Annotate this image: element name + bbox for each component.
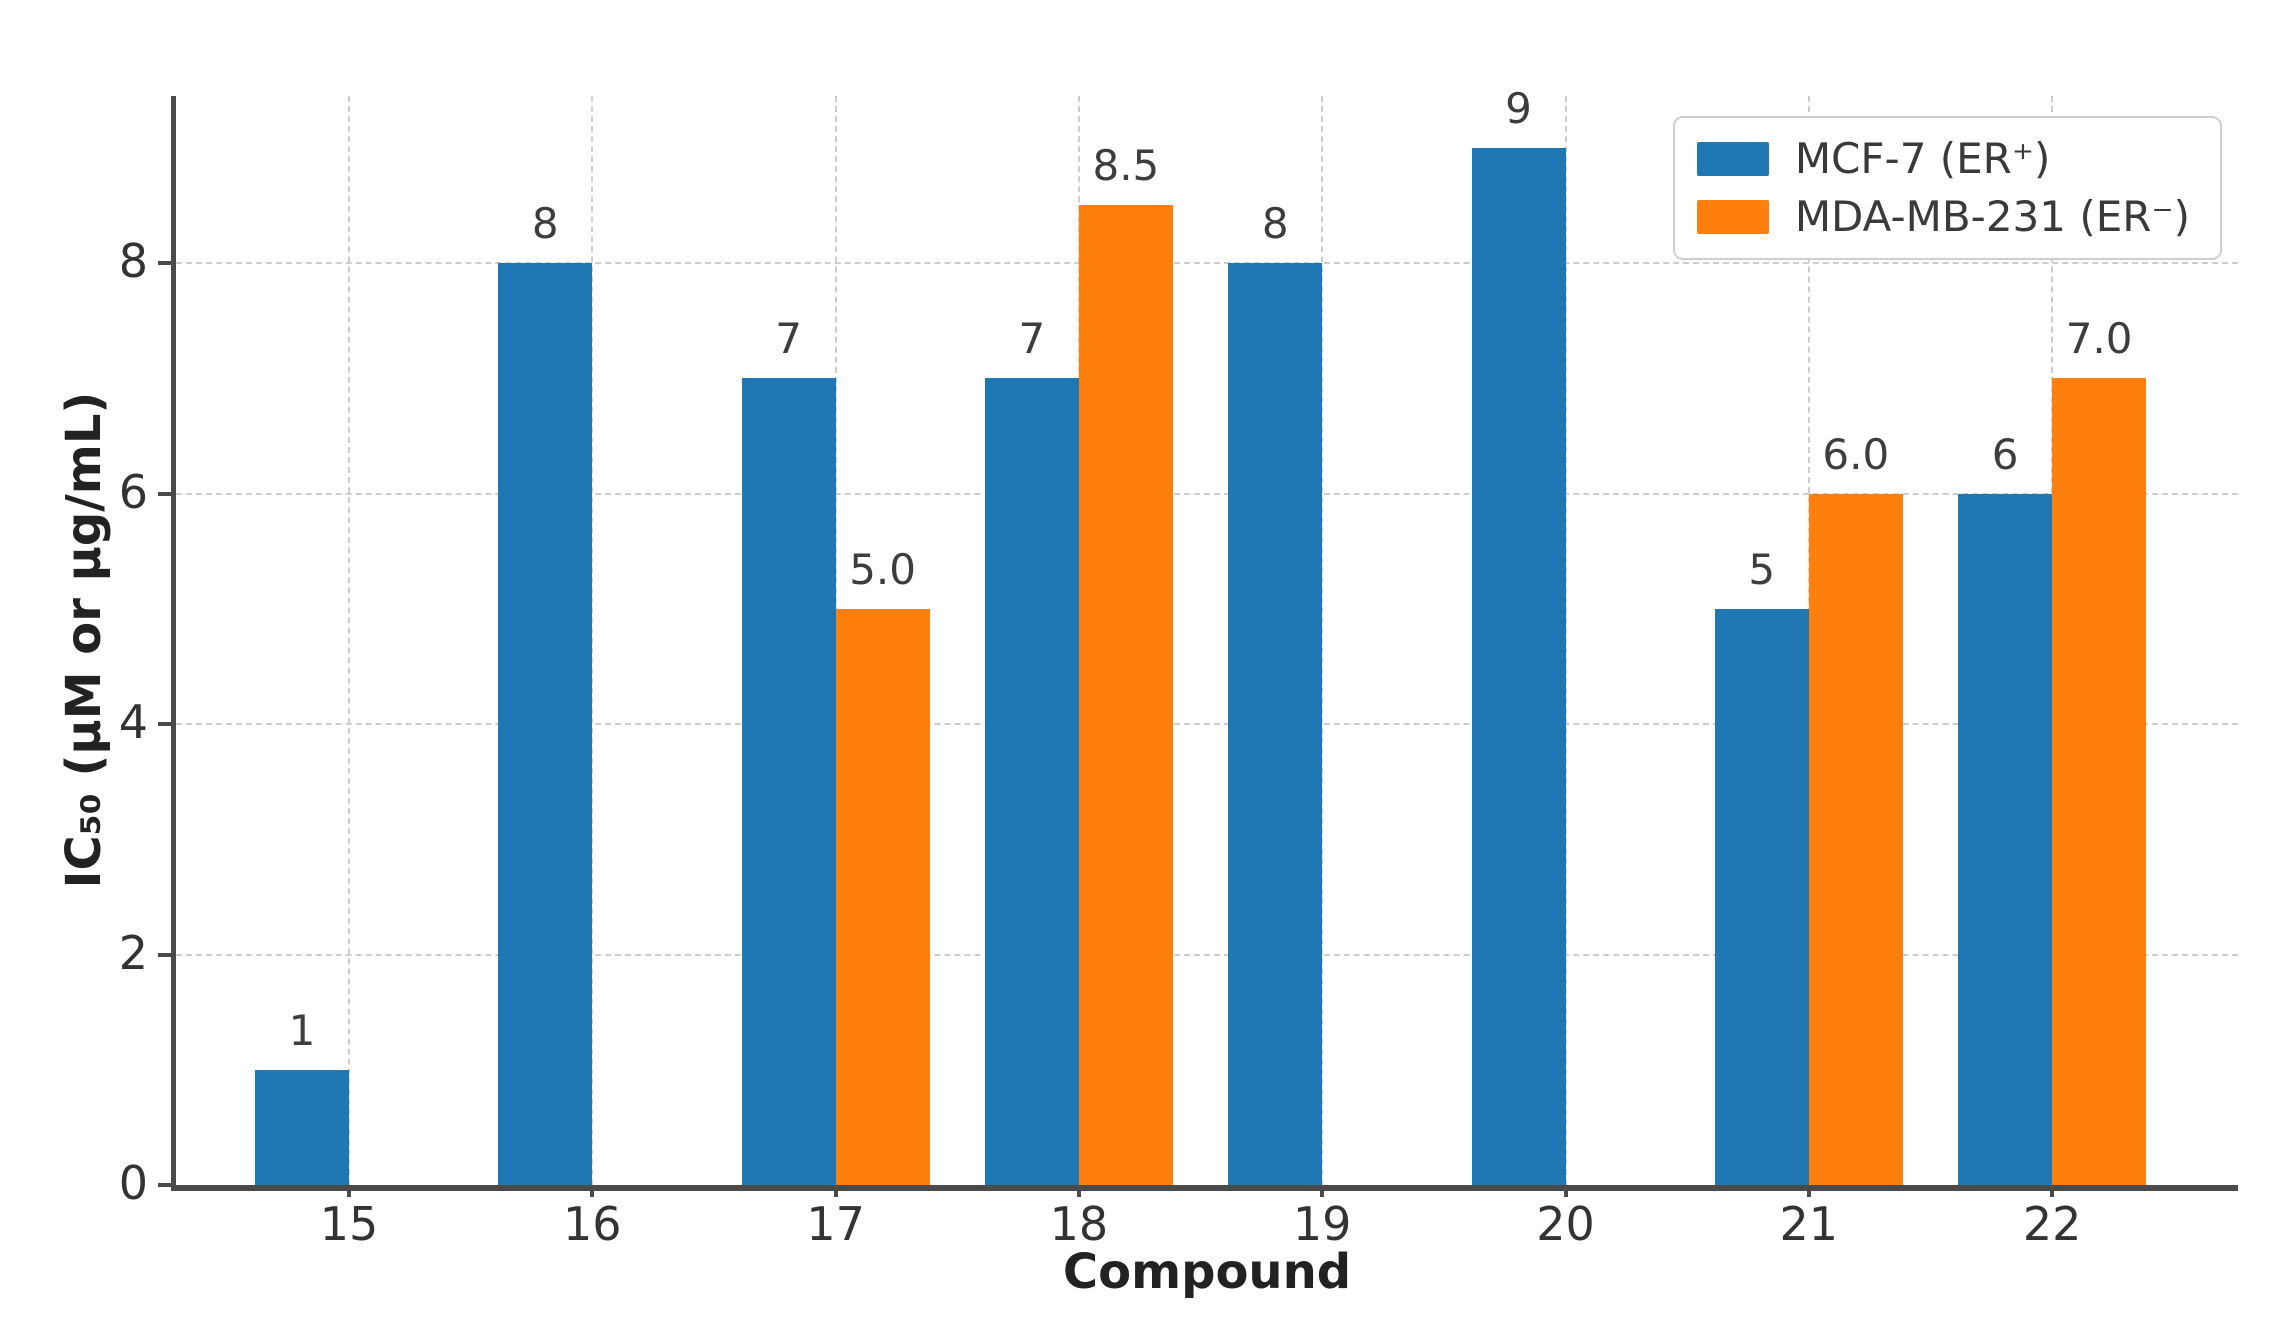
x-axis-tick-label: 20 bbox=[1536, 1197, 1595, 1251]
x-axis-tick-label: 15 bbox=[319, 1197, 379, 1251]
bar-value-label: 8 bbox=[531, 199, 559, 249]
bar-mcf7 bbox=[1714, 608, 1809, 1185]
y-axis-tick-label: 6 bbox=[118, 464, 148, 519]
bar-value-label: 9 bbox=[1505, 83, 1532, 133]
bar-mcf7 bbox=[1958, 493, 2053, 1185]
bar-value-label: 7 bbox=[1018, 314, 1046, 364]
legend-row-mdamb231: MDA-MB-231 (ER⁻) bbox=[1696, 192, 2190, 242]
horizontal-gridline bbox=[176, 723, 2238, 726]
bar-value-label: 7.0 bbox=[2065, 314, 2133, 364]
bar-mdamb231 bbox=[1078, 205, 1173, 1185]
bar-mcf7 bbox=[741, 378, 836, 1185]
y-axis-tick-label: 8 bbox=[118, 234, 148, 289]
legend: MCF-7 (ER⁺) MDA-MB-231 (ER⁻) bbox=[1672, 116, 2222, 261]
x-axis-tick-label: 16 bbox=[563, 1197, 622, 1251]
bar-value-label: 7 bbox=[775, 314, 802, 364]
y-axis-tick bbox=[158, 1183, 174, 1187]
y-axis-tick bbox=[158, 491, 174, 496]
x-axis-tick-label: 18 bbox=[1049, 1197, 1109, 1251]
y-axis-tick-label: 4 bbox=[118, 695, 148, 750]
x-axis-tick bbox=[347, 1185, 351, 1197]
x-axis-tick bbox=[590, 1185, 595, 1197]
x-axis-tick bbox=[2050, 1185, 2055, 1197]
x-axis-tick bbox=[833, 1185, 838, 1197]
horizontal-gridline bbox=[176, 262, 2238, 265]
legend-row-mcf7: MCF-7 (ER⁺) bbox=[1696, 134, 2190, 183]
bar-mdamb231 bbox=[2052, 378, 2147, 1185]
bar-mdamb231 bbox=[835, 608, 930, 1185]
x-axis-tick bbox=[1076, 1185, 1081, 1197]
x-axis-title: Compound bbox=[1062, 1244, 1352, 1300]
y-axis-tick-label: 2 bbox=[118, 925, 148, 980]
y-axis-title: IC₅₀ (μM or μg/mL) bbox=[56, 391, 112, 889]
y-axis-tick bbox=[158, 261, 174, 266]
x-axis-tick bbox=[1563, 1185, 1568, 1197]
horizontal-gridline bbox=[176, 953, 2238, 956]
bar-mcf7 bbox=[255, 1069, 349, 1185]
legend-label-mcf7: MCF-7 (ER⁺) bbox=[1794, 134, 2051, 183]
x-axis-tick-label: 22 bbox=[2022, 1197, 2082, 1251]
y-axis-tick bbox=[158, 952, 174, 957]
legend-swatch-mcf7 bbox=[1696, 142, 1769, 177]
bar-value-label: 1 bbox=[288, 1005, 316, 1055]
vertical-gridline bbox=[591, 96, 594, 1185]
vertical-gridline bbox=[1564, 96, 1567, 1185]
x-axis-tick bbox=[1806, 1185, 1811, 1197]
bar-value-label: 8.5 bbox=[1092, 141, 1160, 191]
bar-value-label: 5 bbox=[1748, 544, 1776, 594]
bar-mcf7 bbox=[984, 378, 1079, 1185]
legend-swatch-mdamb231 bbox=[1696, 200, 1769, 235]
x-axis-tick-label: 17 bbox=[806, 1197, 865, 1251]
bar-value-label: 6.0 bbox=[1822, 429, 1890, 479]
x-axis-tick bbox=[1320, 1185, 1325, 1197]
x-axis-tick-label: 19 bbox=[1292, 1197, 1352, 1251]
bar-mcf7 bbox=[1471, 147, 1566, 1185]
bar-value-label: 8 bbox=[1261, 199, 1289, 249]
x-axis-tick-label: 21 bbox=[1779, 1197, 1839, 1251]
y-axis-tick bbox=[158, 722, 174, 727]
horizontal-gridline bbox=[176, 492, 2238, 495]
bar-mcf7 bbox=[1228, 263, 1323, 1185]
y-axis-spine bbox=[171, 96, 176, 1191]
bar-mcf7 bbox=[498, 263, 593, 1185]
x-axis-spine bbox=[171, 1185, 2238, 1191]
bar-value-label: 5.0 bbox=[849, 544, 916, 594]
vertical-gridline bbox=[1321, 96, 1324, 1185]
vertical-gridline bbox=[348, 96, 350, 1185]
bar-value-label: 6 bbox=[1991, 429, 2019, 479]
legend-label-mdamb231: MDA-MB-231 (ER⁻) bbox=[1794, 192, 2190, 242]
bar-mdamb231 bbox=[1808, 493, 1903, 1185]
y-axis-tick-label: 0 bbox=[118, 1156, 148, 1211]
